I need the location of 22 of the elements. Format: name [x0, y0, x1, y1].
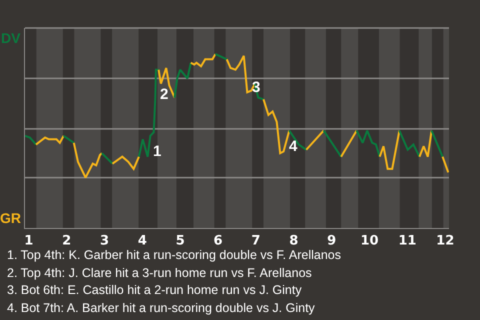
x-tick-label: 10: [360, 234, 379, 249]
x-tick-label: 7: [251, 234, 260, 249]
x-tick-label: 12: [436, 234, 454, 249]
x-tick-label: 8: [289, 234, 298, 249]
x-tick-label: 3: [100, 234, 110, 249]
annotation: 4: [289, 138, 298, 155]
x-tick-label: 1: [24, 234, 34, 249]
text: 3. Bot 6th: E. Castillo hit a 2-run home run vs J. Ginty: [7, 283, 302, 297]
text: 1. Top 4th: K. Garber hit a run-scoring double vs F. Arellanos: [7, 248, 341, 262]
text: 4. Bot 7th: A. Barker hit a run-scoring double vs J. Ginty: [7, 301, 316, 315]
text: 2. Top 4th: J. Clare hit a 3-run home run vs F. Arellanos: [7, 266, 312, 280]
annotation: 3: [252, 79, 260, 96]
text: DV: [1, 30, 22, 46]
x-tick-label: 11: [398, 234, 416, 249]
annotation: 1: [153, 143, 162, 160]
x-tick-label: 5: [176, 234, 185, 249]
x-tick-label: 6: [214, 234, 223, 249]
text: GR: [0, 210, 21, 226]
x-tick-label: 4: [138, 234, 147, 249]
x-tick-label: 2: [62, 234, 72, 249]
x-tick-label: 9: [327, 234, 336, 249]
annotation: 2: [160, 86, 168, 103]
